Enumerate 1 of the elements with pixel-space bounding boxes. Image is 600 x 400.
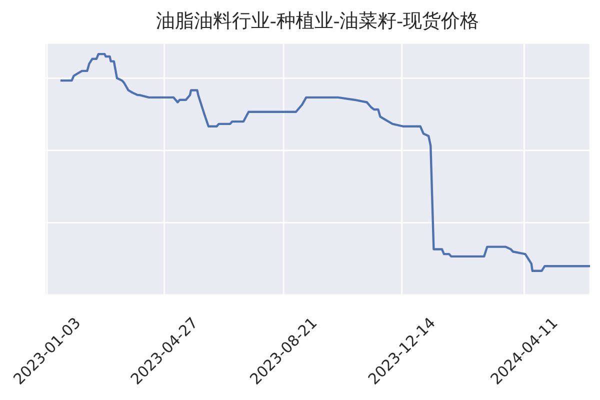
chart-title: 油脂油料行业-种植业-油菜籽-现货价格 bbox=[155, 10, 480, 34]
